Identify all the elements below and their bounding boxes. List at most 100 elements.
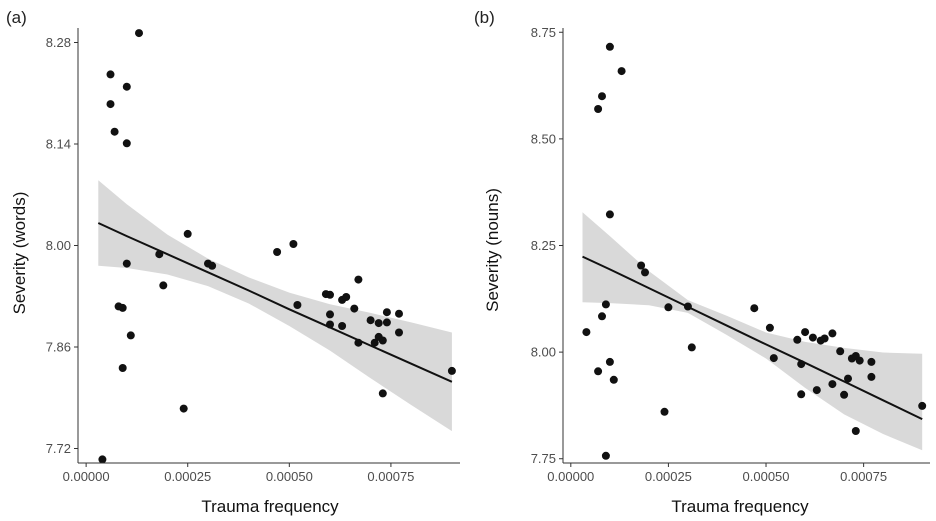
data-point — [750, 304, 759, 313]
data-point — [683, 302, 692, 311]
data-point — [769, 354, 778, 363]
x-tick-label: 0.00025 — [164, 469, 211, 484]
data-point — [118, 364, 127, 372]
data-point — [366, 316, 375, 325]
data-point — [765, 323, 774, 332]
data-point — [867, 372, 876, 381]
x-tick-label: 0.00075 — [367, 469, 414, 484]
axes-layer: 7.75 8.00 8.25 8.50 8.75 0.00000 0.00025 0.0005… — [531, 25, 930, 484]
y-tick-label: 8.25 — [531, 238, 556, 253]
panel-tag-b: (b) — [474, 8, 495, 27]
data-point — [106, 100, 115, 109]
regression-line-a — [97, 222, 453, 383]
y-tick-label: 7.86 — [46, 340, 71, 355]
data-point — [326, 310, 334, 319]
data-point — [354, 338, 363, 347]
data-point — [326, 320, 334, 329]
data-point — [395, 309, 403, 318]
data-point — [801, 328, 810, 337]
x-tick-label: 0.00050 — [266, 469, 313, 484]
data-point — [122, 82, 131, 91]
data-point — [350, 304, 359, 313]
data-point — [840, 390, 849, 399]
regression-line-b — [582, 255, 923, 421]
data-point — [126, 331, 135, 340]
data-point — [342, 293, 351, 301]
y-tick-label: 8.75 — [531, 25, 556, 40]
y-tick-label: 8.14 — [46, 137, 71, 152]
data-point — [447, 366, 456, 375]
data-point — [598, 92, 606, 101]
data-point — [338, 322, 347, 330]
y-tick-label: 8.00 — [46, 238, 71, 253]
data-point — [183, 229, 192, 238]
data-point — [637, 261, 646, 270]
data-point — [289, 240, 298, 248]
data-points-layer — [582, 42, 927, 460]
data-point — [122, 259, 131, 268]
x-tick-label: 0.00050 — [743, 469, 790, 484]
confidence-band-layer — [98, 180, 452, 432]
data-point — [106, 70, 115, 79]
data-point — [601, 451, 610, 460]
data-point — [179, 404, 188, 413]
confidence-band-layer — [582, 212, 923, 451]
data-point — [797, 360, 806, 369]
data-point — [293, 301, 302, 309]
data-point — [135, 29, 143, 38]
data-point — [797, 390, 806, 399]
y-axis-label-b: Severity (nouns) — [483, 188, 502, 312]
data-point — [208, 261, 217, 270]
data-point — [582, 328, 591, 337]
data-point — [609, 375, 618, 384]
data-point — [594, 367, 603, 376]
data-point — [110, 127, 119, 136]
y-axis-label-a: Severity (words) — [10, 192, 29, 315]
data-point — [98, 455, 107, 464]
data-point — [617, 67, 626, 76]
data-point — [836, 347, 845, 356]
data-point — [844, 374, 852, 383]
data-point — [594, 105, 603, 113]
data-point — [855, 356, 864, 365]
data-point — [812, 386, 821, 395]
data-point — [370, 338, 379, 347]
data-point — [828, 329, 837, 338]
data-point — [605, 357, 614, 366]
regression-line-layer — [582, 255, 923, 421]
y-tick-label: 8.00 — [531, 345, 556, 360]
data-point — [664, 303, 673, 312]
x-tick-label: 0.00000 — [63, 469, 110, 484]
data-point — [660, 407, 669, 416]
x-axis-label-b: Trauma frequency — [671, 497, 809, 516]
data-point — [382, 308, 391, 317]
confidence-band-b — [582, 212, 923, 451]
data-point — [641, 268, 649, 277]
data-point — [820, 334, 829, 343]
data-point — [828, 380, 837, 389]
data-point — [122, 139, 131, 148]
data-point — [155, 250, 164, 259]
data-point — [867, 357, 876, 366]
axes-layer: 7.72 7.86 8.00 8.14 8.28 0.00000 0.00025 0.0005… — [46, 28, 460, 484]
x-tick-label: 0.00000 — [547, 469, 594, 484]
data-point — [378, 336, 387, 345]
x-tick-label: 0.00025 — [645, 469, 692, 484]
data-points-layer — [98, 29, 456, 464]
panel-tag-a: (a) — [6, 8, 27, 27]
panel-a: (a) Severity (words) Trauma frequency 7.… — [6, 8, 460, 516]
data-point — [326, 290, 334, 299]
data-point — [598, 312, 606, 321]
panel-b: (b) Severity (nouns) Trauma frequency 7.… — [474, 8, 930, 516]
data-point — [605, 210, 614, 219]
data-point — [601, 300, 610, 309]
confidence-band-a — [98, 180, 452, 432]
data-point — [808, 333, 817, 342]
x-tick-label: 0.00075 — [840, 469, 887, 484]
y-tick-label: 7.72 — [46, 441, 71, 456]
y-tick-label: 8.28 — [46, 35, 71, 50]
regression-line-layer — [97, 222, 453, 383]
data-point — [118, 303, 127, 312]
data-point — [793, 335, 802, 344]
